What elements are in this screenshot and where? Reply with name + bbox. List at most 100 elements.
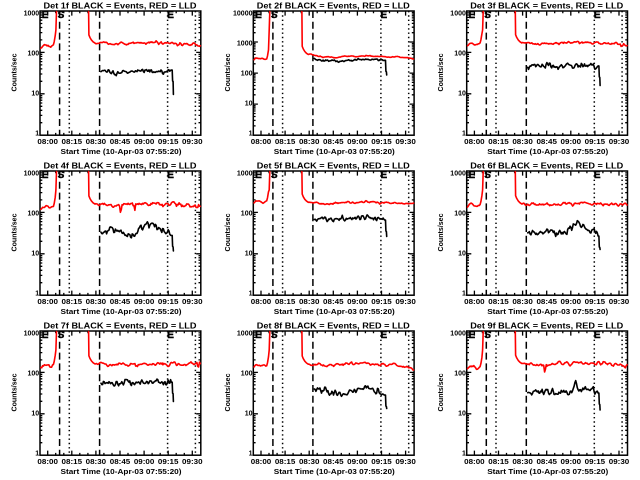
svg-text:08:30: 08:30	[86, 139, 107, 146]
svg-text:08:15: 08:15	[488, 459, 509, 466]
svg-text:E: E	[381, 330, 388, 341]
svg-text:08:00: 08:00	[464, 139, 485, 146]
svg-text:Counts/sec: Counts/sec	[223, 54, 232, 92]
svg-text:1: 1	[35, 451, 39, 458]
svg-text:S: S	[58, 10, 65, 21]
svg-text:09:30: 09:30	[395, 139, 416, 146]
svg-text:100: 100	[454, 370, 466, 377]
svg-text:09:15: 09:15	[585, 299, 606, 306]
svg-text:08:00: 08:00	[251, 459, 272, 466]
svg-text:Counts/sec: Counts/sec	[436, 214, 445, 252]
svg-text:100: 100	[28, 210, 40, 217]
svg-text:10: 10	[245, 251, 253, 258]
svg-text:09:15: 09:15	[371, 299, 392, 306]
svg-text:1: 1	[249, 451, 253, 458]
svg-text:Start Time (10-Apr-03 07:55:20: Start Time (10-Apr-03 07:55:20)	[61, 467, 183, 476]
svg-text:E: E	[167, 10, 174, 21]
svg-text:Start Time (10-Apr-03 07:55:20: Start Time (10-Apr-03 07:55:20)	[274, 307, 396, 316]
svg-text:10: 10	[458, 251, 466, 258]
svg-text:1000: 1000	[450, 330, 466, 337]
svg-text:Start Time (10-Apr-03 07:55:20: Start Time (10-Apr-03 07:55:20)	[61, 147, 183, 156]
svg-text:08:30: 08:30	[512, 299, 533, 306]
svg-text:09:30: 09:30	[395, 459, 416, 466]
svg-text:09:00: 09:00	[561, 459, 582, 466]
svg-text:10: 10	[31, 251, 39, 258]
svg-text:08:30: 08:30	[86, 299, 107, 306]
svg-text:1: 1	[462, 451, 466, 458]
svg-text:E: E	[42, 10, 49, 21]
svg-text:08:15: 08:15	[275, 299, 296, 306]
svg-text:Det 7f BLACK = Events, RED = L: Det 7f BLACK = Events, RED = LLD	[44, 320, 197, 330]
svg-text:100: 100	[241, 210, 253, 217]
svg-text:10: 10	[245, 101, 253, 108]
svg-text:08:30: 08:30	[299, 299, 320, 306]
svg-text:S: S	[484, 10, 491, 21]
svg-text:E: E	[255, 170, 262, 181]
svg-text:100: 100	[454, 50, 466, 57]
svg-text:1: 1	[462, 131, 466, 138]
svg-text:09:15: 09:15	[371, 139, 392, 146]
svg-text:08:45: 08:45	[110, 299, 131, 306]
svg-text:Counts/sec: Counts/sec	[223, 214, 232, 252]
svg-text:Det 8f BLACK = Events, RED = L: Det 8f BLACK = Events, RED = LLD	[257, 320, 410, 330]
svg-text:1000: 1000	[24, 10, 40, 17]
svg-text:10: 10	[245, 411, 253, 418]
svg-text:09:30: 09:30	[609, 299, 630, 306]
svg-text:1000: 1000	[237, 330, 253, 337]
svg-text:Counts/sec: Counts/sec	[223, 374, 232, 412]
svg-text:09:15: 09:15	[158, 139, 179, 146]
svg-text:08:00: 08:00	[464, 299, 485, 306]
svg-text:08:15: 08:15	[62, 459, 83, 466]
svg-text:S: S	[271, 170, 278, 181]
svg-text:1000: 1000	[450, 10, 466, 17]
svg-text:Det 2f BLACK = Events, RED = L: Det 2f BLACK = Events, RED = LLD	[257, 0, 410, 10]
svg-text:08:30: 08:30	[299, 139, 320, 146]
svg-text:08:15: 08:15	[62, 139, 83, 146]
svg-text:08:15: 08:15	[275, 139, 296, 146]
svg-text:1: 1	[249, 131, 253, 138]
svg-text:08:15: 08:15	[488, 139, 509, 146]
svg-text:Start Time (10-Apr-03 07:55:20: Start Time (10-Apr-03 07:55:20)	[274, 467, 396, 476]
svg-text:S: S	[271, 10, 278, 21]
svg-text:08:30: 08:30	[512, 139, 533, 146]
svg-text:08:15: 08:15	[62, 299, 83, 306]
svg-text:Det 4f BLACK = Events, RED = L: Det 4f BLACK = Events, RED = LLD	[44, 160, 197, 170]
svg-text:Counts/sec: Counts/sec	[10, 54, 19, 92]
svg-text:08:00: 08:00	[464, 459, 485, 466]
svg-text:09:30: 09:30	[182, 299, 203, 306]
svg-text:09:15: 09:15	[371, 459, 392, 466]
svg-text:E: E	[255, 330, 262, 341]
svg-text:S: S	[58, 170, 65, 181]
svg-text:09:00: 09:00	[134, 139, 155, 146]
svg-text:10: 10	[458, 91, 466, 98]
svg-text:S: S	[271, 330, 278, 341]
svg-text:E: E	[594, 10, 601, 21]
svg-text:09:15: 09:15	[158, 459, 179, 466]
svg-text:S: S	[484, 330, 491, 341]
svg-text:09:00: 09:00	[347, 139, 368, 146]
svg-text:E: E	[381, 10, 388, 21]
svg-text:Det 3f BLACK = Events, RED = L: Det 3f BLACK = Events, RED = LLD	[470, 0, 623, 10]
svg-text:S: S	[58, 330, 65, 341]
svg-text:08:15: 08:15	[275, 459, 296, 466]
svg-text:Counts/sec: Counts/sec	[436, 54, 445, 92]
svg-text:09:15: 09:15	[158, 299, 179, 306]
svg-text:09:00: 09:00	[134, 459, 155, 466]
svg-text:1: 1	[462, 291, 466, 298]
svg-text:Counts/sec: Counts/sec	[10, 374, 19, 412]
svg-text:E: E	[594, 170, 601, 181]
svg-text:1: 1	[249, 291, 253, 298]
svg-text:08:00: 08:00	[37, 459, 58, 466]
svg-text:09:15: 09:15	[585, 459, 606, 466]
svg-text:08:00: 08:00	[251, 139, 272, 146]
svg-text:08:00: 08:00	[251, 299, 272, 306]
svg-text:100: 100	[28, 50, 40, 57]
svg-text:09:30: 09:30	[395, 299, 416, 306]
svg-text:09:00: 09:00	[561, 299, 582, 306]
svg-text:09:30: 09:30	[182, 459, 203, 466]
svg-text:08:45: 08:45	[323, 139, 344, 146]
svg-text:1000: 1000	[24, 170, 40, 177]
svg-text:08:45: 08:45	[323, 299, 344, 306]
svg-text:09:30: 09:30	[182, 139, 203, 146]
svg-text:E: E	[167, 330, 174, 341]
